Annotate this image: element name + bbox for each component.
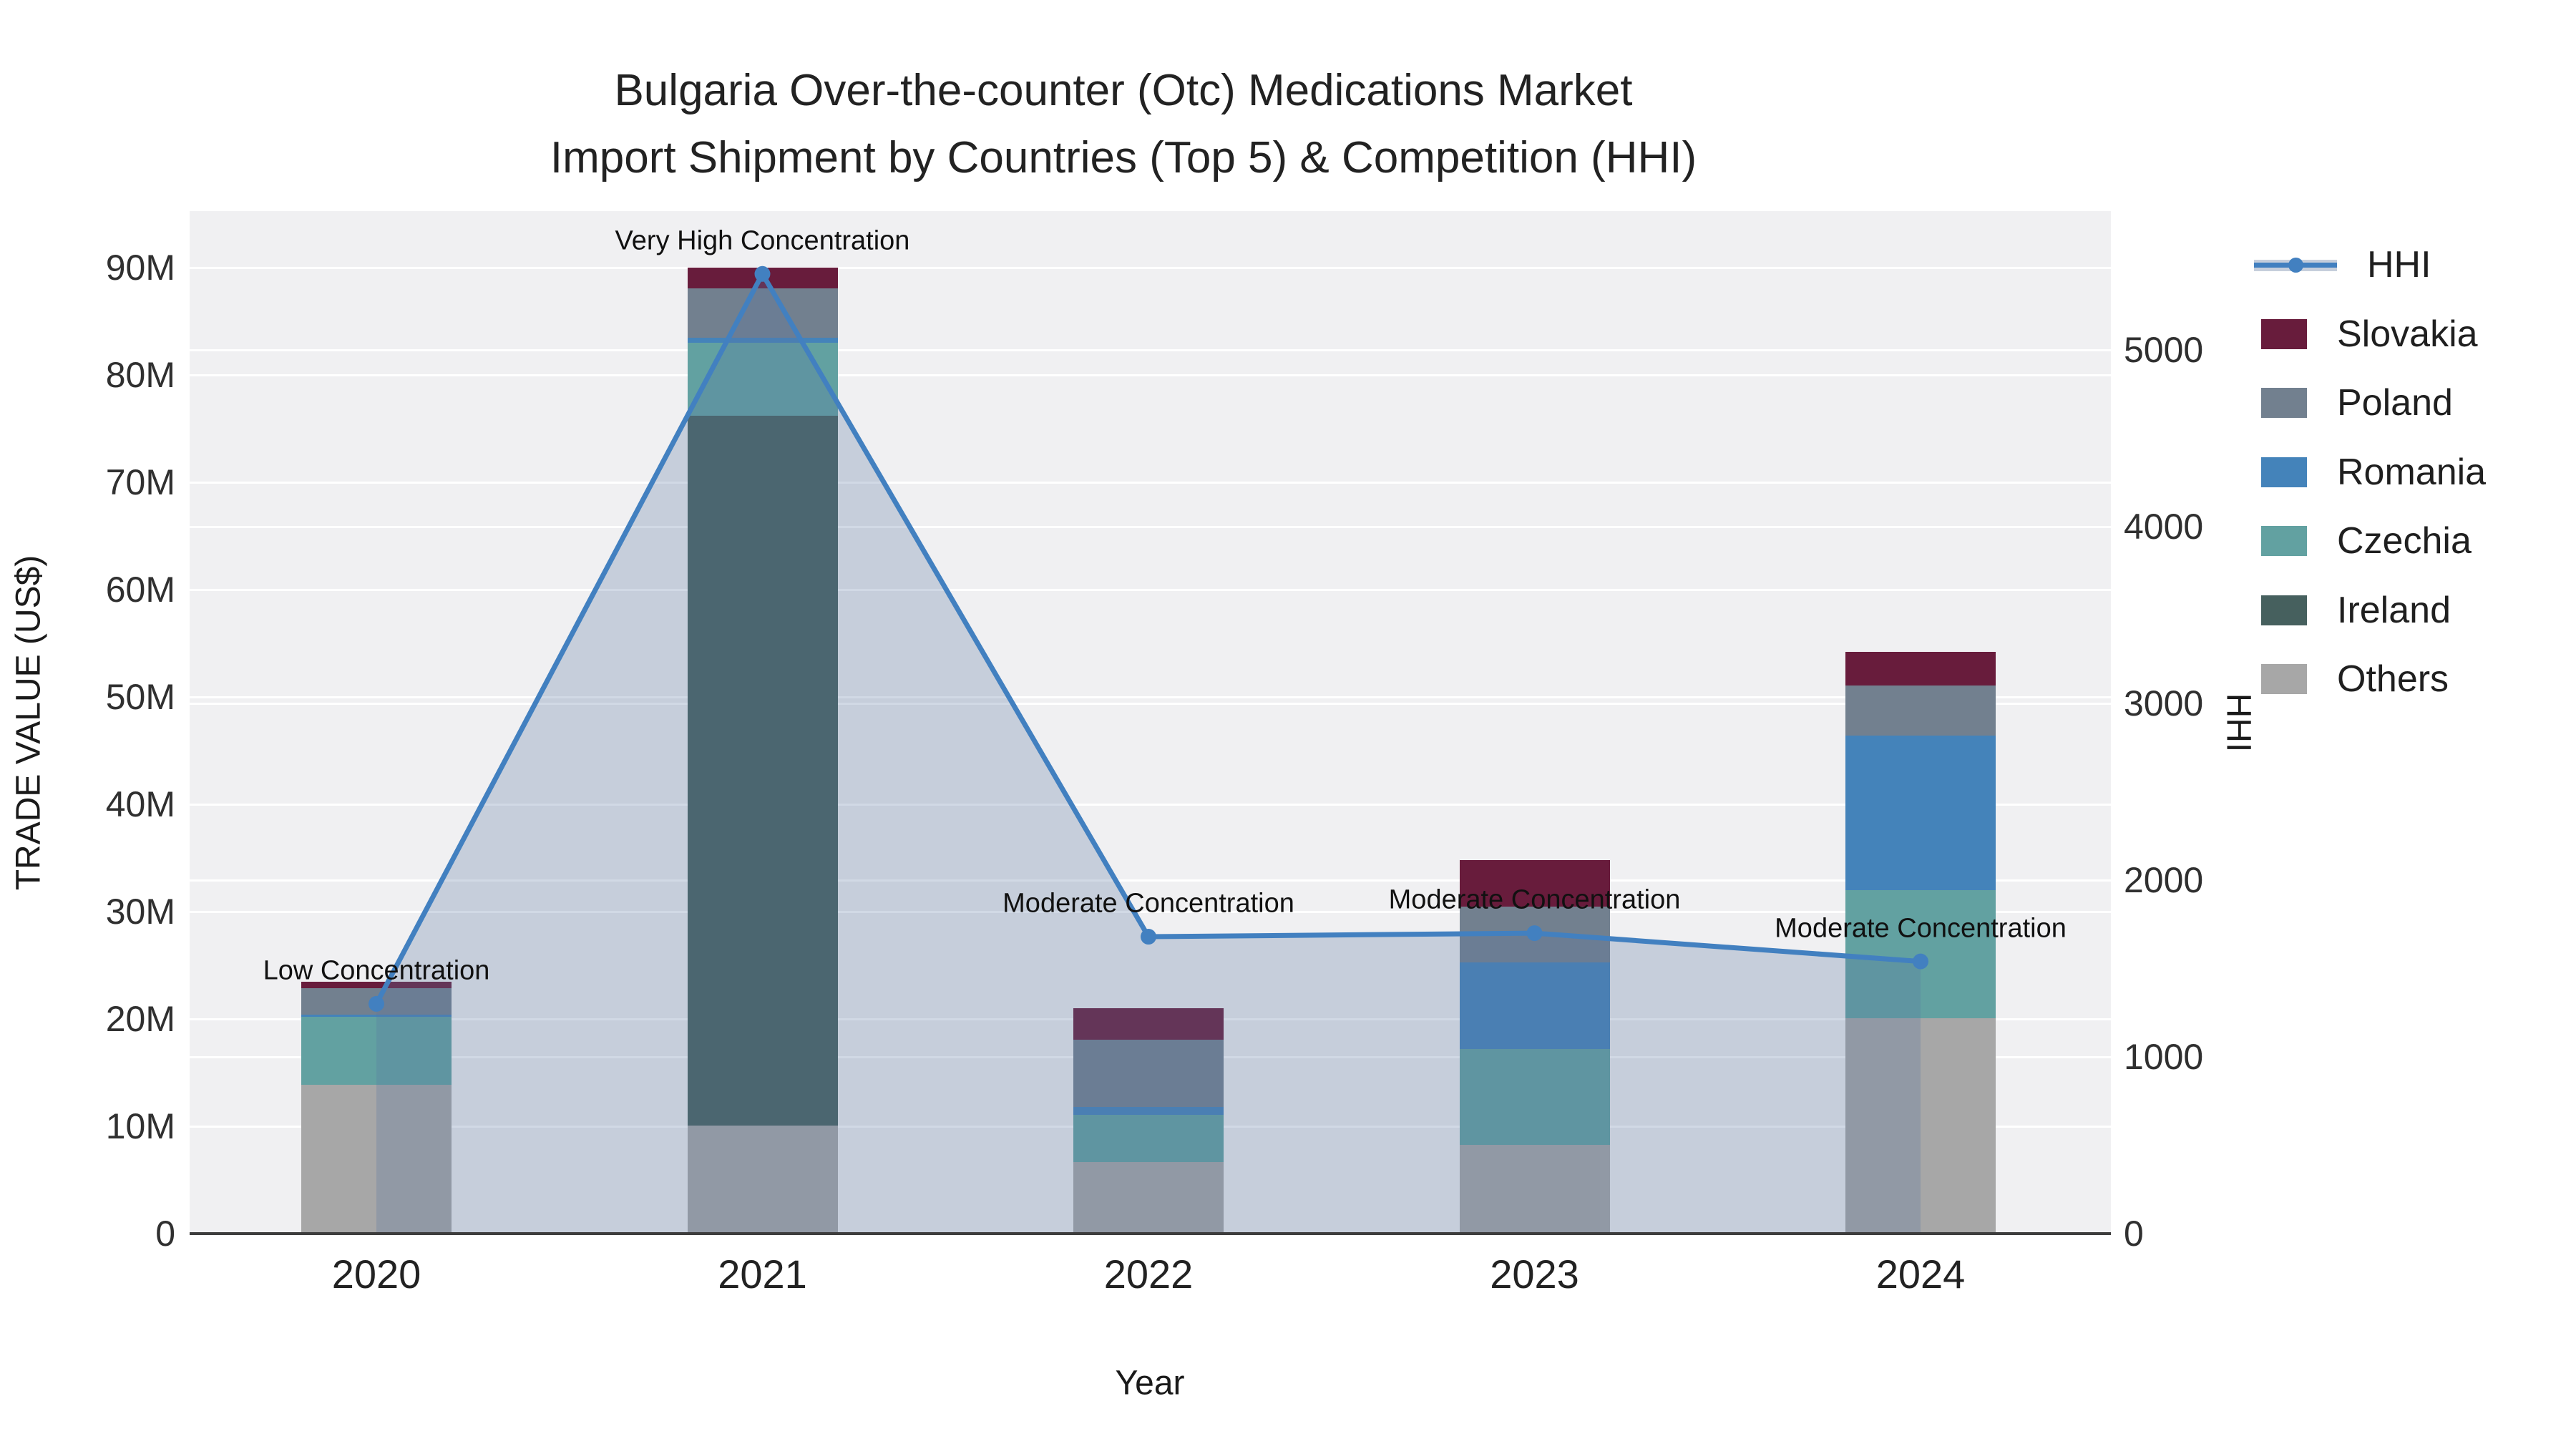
legend-item-slovakia[interactable]: Slovakia <box>2254 306 2478 363</box>
y-left-tick-60M: 60M <box>105 570 175 610</box>
bar-segment-others-2022[interactable] <box>1073 1161 1224 1234</box>
y-axis-right-title: HHI <box>2219 693 2258 753</box>
bar-segment-czechia-2022[interactable] <box>1073 1114 1224 1162</box>
y-left-tick-20M: 20M <box>105 999 175 1039</box>
x-tick-2023: 2023 <box>1490 1252 1579 1297</box>
bar-segment-czechia-2021[interactable] <box>687 343 838 416</box>
y-right-tick-4000: 4000 <box>2124 507 2204 547</box>
annotation-2023: Moderate Concentration <box>1388 884 1681 915</box>
gridline <box>190 803 2111 806</box>
gridline <box>190 879 2111 882</box>
bar-segment-slovakia-2024[interactable] <box>1845 652 1996 686</box>
gridline <box>190 696 2111 698</box>
gridline <box>190 481 2111 484</box>
annotation-2020: Low Concentration <box>263 955 490 986</box>
bar-segment-poland-2022[interactable] <box>1073 1039 1224 1107</box>
hhi-marker-2020[interactable] <box>369 995 384 1012</box>
bar-segment-romania-2020[interactable] <box>301 1015 452 1017</box>
gridline <box>190 702 2111 705</box>
y-left-tick-80M: 80M <box>105 355 175 395</box>
bar-segment-czechia-2023[interactable] <box>1459 1049 1610 1145</box>
x-axis-line <box>190 1232 2111 1235</box>
legend-swatch-icon <box>2261 595 2307 625</box>
bar-segment-others-2020[interactable] <box>301 1084 452 1234</box>
gridline <box>190 374 2111 376</box>
legend-label: Poland <box>2337 382 2453 424</box>
hhi-marker-2023[interactable] <box>1526 925 1543 942</box>
y-axis-left-title: TRADE VALUE (US$) <box>9 555 48 891</box>
legend-swatch-icon <box>2261 664 2307 694</box>
annotation-2024: Moderate Concentration <box>1775 913 2067 944</box>
hhi-marker-2021[interactable] <box>754 265 771 282</box>
chart-title: Bulgaria Over-the-counter (Otc) Medicati… <box>0 57 2247 192</box>
chart-title-line1: Bulgaria Over-the-counter (Otc) Medicati… <box>614 66 1633 115</box>
gridline <box>190 266 2111 269</box>
bar-segment-poland-2024[interactable] <box>1845 685 1996 736</box>
hhi-marker-2022[interactable] <box>1141 929 1156 945</box>
y-left-tick-10M: 10M <box>105 1106 175 1146</box>
chart-title-line2: Import Shipment by Countries (Top 5) & C… <box>550 133 1697 182</box>
gridline <box>190 525 2111 528</box>
bar-segment-others-2024[interactable] <box>1845 1018 1996 1234</box>
y-right-tick-3000: 3000 <box>2124 683 2204 723</box>
y-right-tick-5000: 5000 <box>2124 330 2204 370</box>
y-right-tick-2000: 2000 <box>2124 860 2204 900</box>
bar-segment-others-2023[interactable] <box>1459 1144 1610 1234</box>
y-left-tick-30M: 30M <box>105 892 175 932</box>
y-left-tick-90M: 90M <box>105 248 175 288</box>
legend-label: Romania <box>2337 451 2487 493</box>
hhi-area-fill <box>376 273 1921 1234</box>
legend-item-czechia[interactable]: Czechia <box>2254 512 2472 570</box>
bar-segment-romania-2023[interactable] <box>1459 962 1610 1049</box>
x-tick-2020: 2020 <box>331 1252 421 1297</box>
bar-segment-czechia-2020[interactable] <box>301 1017 452 1085</box>
annotation-2021: Very High Concentration <box>615 225 910 256</box>
hhi-legend-sample-icon <box>2254 250 2337 280</box>
bar-segment-romania-2021[interactable] <box>687 337 838 343</box>
legend-label: Others <box>2337 658 2449 700</box>
legend-label: HHI <box>2367 244 2431 286</box>
x-tick-2022: 2022 <box>1103 1252 1194 1297</box>
gridline <box>190 910 2111 913</box>
x-tick-2021: 2021 <box>718 1252 807 1297</box>
legend-item-ireland[interactable]: Ireland <box>2254 582 2451 639</box>
bar-segment-slovakia-2022[interactable] <box>1073 1008 1224 1040</box>
gridline <box>190 348 2111 351</box>
bar-segment-others-2021[interactable] <box>687 1125 838 1234</box>
hhi-marker-2024[interactable] <box>1913 953 1928 970</box>
y-right-tick-0: 0 <box>2124 1214 2144 1254</box>
legend-swatch-icon <box>2261 388 2307 418</box>
legend-swatch-icon <box>2261 526 2307 556</box>
bar-segment-slovakia-2020[interactable] <box>301 981 452 988</box>
x-tick-2024: 2024 <box>1875 1252 1966 1297</box>
bar-segment-poland-2021[interactable] <box>687 288 838 338</box>
plot-area: Low Concentration Very High Concentration… <box>190 211 2111 1234</box>
x-axis-title: Year <box>1115 1364 1185 1402</box>
bar-segment-ireland-2021[interactable] <box>687 416 838 1126</box>
legend-item-romania[interactable]: Romania <box>2254 444 2486 501</box>
bar-segment-slovakia-2023[interactable] <box>1459 860 1610 907</box>
y-left-tick-70M: 70M <box>105 462 175 502</box>
y-left-tick-50M: 50M <box>105 677 175 717</box>
gridline <box>190 588 2111 591</box>
legend-item-hhi[interactable]: HHI <box>2254 236 2431 293</box>
legend-label: Czechia <box>2337 520 2472 562</box>
hhi-line-layer[interactable] <box>190 211 2111 1234</box>
y-left-tick-40M: 40M <box>105 784 175 824</box>
y-right-tick-1000: 1000 <box>2124 1037 2204 1077</box>
legend-swatch-icon <box>2261 457 2307 487</box>
bar-segment-romania-2024[interactable] <box>1845 736 1996 890</box>
legend-item-others[interactable]: Others <box>2254 650 2449 708</box>
legend-label: Slovakia <box>2337 313 2478 355</box>
legend-label: Ireland <box>2337 589 2451 631</box>
annotation-2022: Moderate Concentration <box>1002 888 1294 919</box>
y-left-tick-0: 0 <box>155 1214 175 1254</box>
legend-swatch-icon <box>2261 318 2307 349</box>
bar-segment-romania-2022[interactable] <box>1073 1107 1224 1115</box>
legend-item-poland[interactable]: Poland <box>2254 374 2453 431</box>
